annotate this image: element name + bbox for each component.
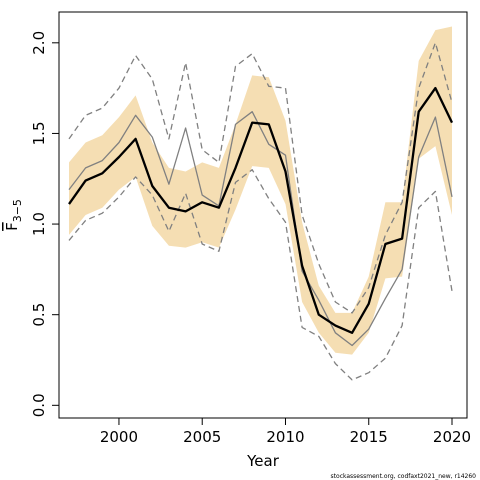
plot-frame xyxy=(58,11,468,419)
footnote: stockassessment.org, codfaxt2021_new, r1… xyxy=(331,473,477,480)
series-line-1 xyxy=(68,86,454,334)
x-axis-title: Year xyxy=(246,452,280,470)
y-tick-label: 1.5 xyxy=(30,122,48,146)
x-tick-label: 2015 xyxy=(350,428,388,446)
y-axis: 0.0 0.5 1.0 1.5 2.0 xyxy=(30,31,59,417)
confidence-band-area xyxy=(69,26,452,355)
series-line-4 xyxy=(68,169,453,381)
x-tick-label: 2010 xyxy=(266,428,304,446)
series-line-3 xyxy=(68,42,453,314)
y-tick-label: 0.0 xyxy=(30,393,48,417)
x-tick-label: 2000 xyxy=(100,428,138,446)
y-tick-label: 2.0 xyxy=(30,31,48,55)
x-axis: 2000 2005 2010 2015 2020 xyxy=(100,418,471,446)
y-axis-title-main: F xyxy=(3,222,21,231)
series-lines xyxy=(68,42,454,381)
y-axis-title-group: F3−5 xyxy=(3,199,24,231)
y-axis-title: F3−5 xyxy=(3,199,24,231)
y-tick-label: 1.0 xyxy=(30,212,48,236)
x-tick-label: 2005 xyxy=(183,428,221,446)
x-tick-label: 2020 xyxy=(433,428,471,446)
confidence-band xyxy=(69,26,452,355)
y-tick-label: 0.5 xyxy=(30,303,48,327)
series-line-2 xyxy=(68,111,453,347)
y-axis-title-subscript: 3−5 xyxy=(11,199,24,222)
